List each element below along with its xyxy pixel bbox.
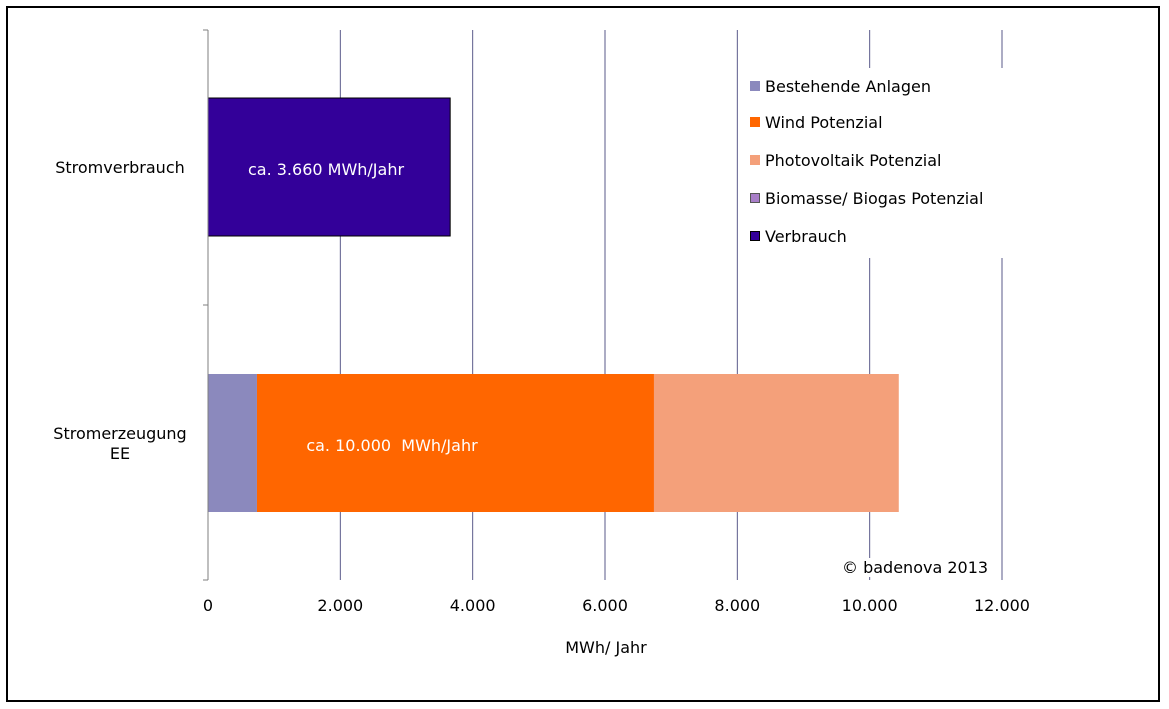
x-tick-label: 4.000 (450, 596, 496, 615)
x-tick-label: 2.000 (317, 596, 363, 615)
legend-item: Verbrauch (750, 225, 847, 247)
x-axis-label: MWh/ Jahr (565, 638, 647, 657)
axes (203, 29, 209, 581)
legend: Bestehende Anlagen Wind Potenzial Photovol… (750, 68, 1035, 258)
bar-segment-bestehende-anlagen (208, 374, 257, 512)
annotation-stromverbrauch: ca. 3.660 MWh/Jahr (248, 160, 404, 179)
category-label: Stromverbrauch (55, 158, 185, 177)
legend-item: Bestehende Anlagen (750, 75, 931, 97)
legend-label: Bestehende Anlagen (765, 76, 931, 96)
category-label: Stromerzeugung (53, 424, 186, 443)
x-tick-label: 10.000 (842, 596, 898, 615)
x-tick-label: 8.000 (714, 596, 760, 615)
copyright-note: © badenova 2013 (840, 558, 991, 577)
legend-item: Wind Potenzial (750, 111, 883, 133)
bar-segment-wind-potenzial (256, 374, 654, 512)
legend-label: Biomasse/ Biogas Potenzial (765, 188, 984, 208)
bar-segment-verbrauch (207, 97, 451, 237)
x-tick-label: 0 (203, 596, 213, 615)
category-label: EE (110, 444, 130, 463)
legend-label: Wind Potenzial (765, 112, 883, 132)
legend-item: Biomasse/ Biogas Potenzial (750, 187, 983, 209)
legend-label: Verbrauch (765, 226, 847, 246)
x-tick-label: 6.000 (582, 596, 628, 615)
legend-swatch (750, 117, 760, 127)
legend-item: Photovoltaik Potenzial (750, 149, 941, 171)
annotation-stromerzeugung: ca. 10.000 MWh/Jahr (306, 436, 478, 455)
legend-swatch (750, 155, 760, 165)
bars (207, 97, 899, 512)
legend-swatch (750, 193, 760, 203)
x-tick-label: 12.000 (974, 596, 1030, 615)
legend-label: Photovoltaik Potenzial (765, 150, 942, 170)
bar-segment-photovoltaik-potenzial (653, 374, 899, 512)
legend-swatch (750, 231, 760, 241)
x-tick-labels: 0 2.000 4.000 6.000 8.000 10.000 12.000 (203, 596, 1030, 615)
legend-swatch (750, 81, 760, 91)
